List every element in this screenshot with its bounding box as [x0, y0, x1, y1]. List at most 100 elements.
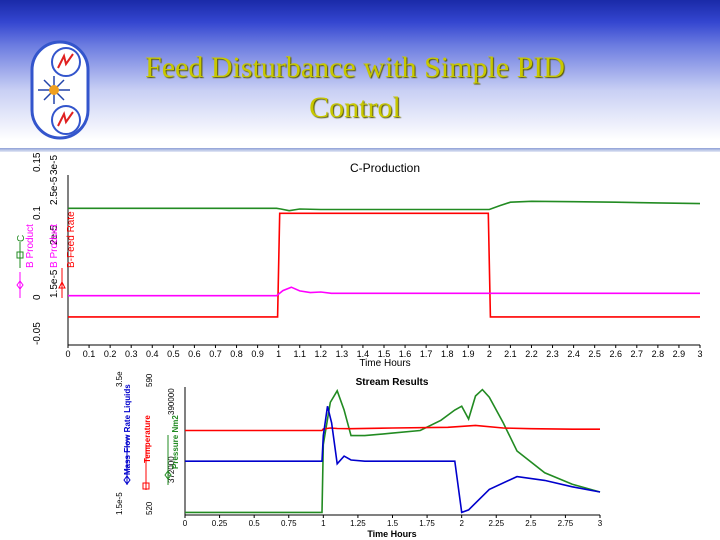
- b-product-tick-2: 2.5e-5: [49, 176, 60, 205]
- left-axis-temperature: 520 590 Temperature: [142, 373, 154, 515]
- legend-b-product: B Product: [16, 224, 36, 298]
- c-tick-3: 0.15: [32, 152, 43, 172]
- left-axis-b-product: 1.5e-5 2e-5 2.5e-5 3e-5 B Product: [49, 155, 60, 298]
- c-production-x-tick-label: 1.4: [357, 349, 370, 359]
- c-production-x-tick-label: 2.6: [609, 349, 622, 359]
- c-production-x-tick-label: 2.7: [631, 349, 644, 359]
- c-production-x-tick-label: 1.6: [399, 349, 412, 359]
- legend-b-product-marker: [16, 280, 24, 290]
- c-tick-1: 0: [32, 294, 43, 300]
- mass-flow-tick-0: 1.5e-5: [115, 492, 124, 515]
- legend-pressure-label: Pressure Nm2: [171, 415, 180, 469]
- c-production-x-tick-label: 0.3: [125, 349, 138, 359]
- legend-c-marker: [16, 251, 24, 259]
- c-production-x-tick-label: 0.5: [167, 349, 180, 359]
- c-production-title: C-Production: [350, 161, 420, 175]
- c-production-x-tick-label: 1: [276, 349, 281, 359]
- c-production-chart: C-Production 1.5e-5 2e-5 2.5e-5 3e-5 B P…: [16, 152, 703, 369]
- stream-results-title: Stream Results: [356, 377, 429, 388]
- stream-results-series-mass-flow-rate-liquids: [185, 406, 601, 514]
- slide-title-line-2: Control: [309, 91, 401, 124]
- c-production-x-tick-label: 0.8: [230, 349, 243, 359]
- legend-b-feed-label: B-Feed Rate: [66, 211, 77, 268]
- stream-results-x-tick-label: 1.5: [387, 519, 399, 528]
- stream-results-x-tick-label: 1.25: [350, 519, 366, 528]
- c-production-x-tick-label: 0.6: [188, 349, 201, 359]
- left-axis-c: -0.05 0 0.1 0.15: [32, 152, 43, 345]
- stream-results-x-tick-label: 2.5: [525, 519, 537, 528]
- c-production-x-tick-label: 2.8: [652, 349, 665, 359]
- stream-results-x-tick-label: 3: [598, 519, 603, 528]
- c-tick-2: 0.1: [32, 206, 43, 220]
- c-production-x-tick-label: 1.7: [420, 349, 433, 359]
- b-product-tick-1: 2e-5: [49, 225, 60, 245]
- stream-results-x-tick-label: 2.25: [488, 519, 504, 528]
- c-production-x-tick-label: 1.3: [336, 349, 349, 359]
- stream-results-x-tick-label: 0: [183, 519, 188, 528]
- left-axis-pressure: 372000 390000 Pressure Nm2: [164, 388, 180, 485]
- process-logo: [30, 40, 90, 140]
- temperature-tick-0: 520: [145, 501, 154, 515]
- stream-results-series-temperature: [185, 424, 600, 432]
- c-production-series-b-product: [68, 286, 700, 297]
- stream-results-x-tick-label: 2: [459, 519, 464, 528]
- slide-title: Feed Disturbance with Simple PID Control: [100, 48, 610, 128]
- b-product-axis-label: B Product: [49, 224, 60, 268]
- stream-results-x-label: Time Hours: [367, 529, 416, 539]
- c-production-series-c: [68, 200, 701, 212]
- c-production-x-tick-label: 0.9: [251, 349, 264, 359]
- legend-temperature-label: Temperature: [143, 415, 152, 463]
- stream-results-x-tick-label: 0.5: [249, 519, 261, 528]
- c-production-x-tick-label: 3: [697, 349, 702, 359]
- c-production-x-tick-label: 1.1: [293, 349, 306, 359]
- c-production-x-tick-label: 2: [487, 349, 492, 359]
- c-production-x-tick-label: 2.1: [504, 349, 517, 359]
- left-axis-mass-flow: 1.5e-5 3.5e Mass Flow Rate Liquids: [115, 371, 132, 515]
- c-production-x-tick-label: 0.7: [209, 349, 222, 359]
- c-production-x-tick-label: 2.3: [546, 349, 559, 359]
- c-production-x-tick-label: 1.8: [441, 349, 454, 359]
- slide-header: [0, 0, 720, 150]
- legend-mass-flow-label: Mass Flow Rate Liquids: [123, 384, 132, 475]
- c-production-x-tick-label: 1.5: [378, 349, 391, 359]
- stream-results-x-tick-label: 0.25: [212, 519, 228, 528]
- stream-results-chart: Stream Results 1.5e-5 3.5e Mass Flow Rat…: [115, 371, 603, 539]
- stream-results-series: [185, 388, 601, 514]
- c-production-x-tick-label: 0.1: [83, 349, 96, 359]
- c-production-series: [68, 200, 701, 318]
- stream-results-x-tick-label: 2.75: [558, 519, 574, 528]
- legend-temperature-marker: [142, 482, 150, 490]
- c-production-x-label: Time Hours: [359, 358, 410, 369]
- stream-results-series-pressure-nm2: [185, 388, 601, 514]
- legend-c-label: C: [16, 235, 27, 242]
- c-production-x-tick-label: 1.9: [462, 349, 475, 359]
- c-production-x-tick-label: 0.4: [146, 349, 159, 359]
- legend-b-feed-rate: B-Feed Rate: [58, 211, 77, 298]
- c-production-x-tick-label: 2.2: [525, 349, 538, 359]
- b-product-tick-0: 1.5e-5: [49, 269, 60, 298]
- c-production-x-tick-label: 0: [65, 349, 70, 359]
- header-divider: [0, 148, 720, 152]
- c-production-x-tick-label: 2.4: [567, 349, 580, 359]
- pressure-tick-1: 390000: [167, 388, 176, 415]
- c-production-x-tick-label: 2.9: [673, 349, 686, 359]
- legend-b-product-label: B Product: [25, 224, 36, 268]
- b-product-tick-3: 3e-5: [49, 155, 60, 175]
- legend-c: C: [16, 235, 27, 268]
- legend-pressure-marker: [164, 470, 172, 480]
- legend-mass-flow-marker: [123, 475, 131, 485]
- pressure-tick-0: 372000: [167, 456, 176, 483]
- c-tick-0: -0.05: [32, 322, 43, 345]
- c-production-x-tick-label: 2.5: [588, 349, 601, 359]
- c-production-x-ticks: 0 0.1 0.2 0.3 0.4 0.5 0.6 0.7 0.8 0.9 1 1.1 1.2 1.3 1.…: [65, 345, 703, 359]
- legend-b-feed-marker: [58, 280, 66, 289]
- c-production-x-tick-label: 0.2: [104, 349, 117, 359]
- stream-results-x-tick-label: 1: [321, 519, 326, 528]
- stream-results-x-tick-label: 1.75: [419, 519, 435, 528]
- mass-flow-tick-1: 3.5e: [115, 371, 124, 387]
- c-production-x-tick-label: 1.2: [315, 349, 328, 359]
- stream-results-x-tick-label: 0.75: [281, 519, 297, 528]
- c-production-series-b-feed-rate: [68, 212, 700, 318]
- temperature-tick-1: 590: [145, 373, 154, 387]
- slide-title-line-1: Feed Disturbance with Simple PID: [145, 51, 565, 84]
